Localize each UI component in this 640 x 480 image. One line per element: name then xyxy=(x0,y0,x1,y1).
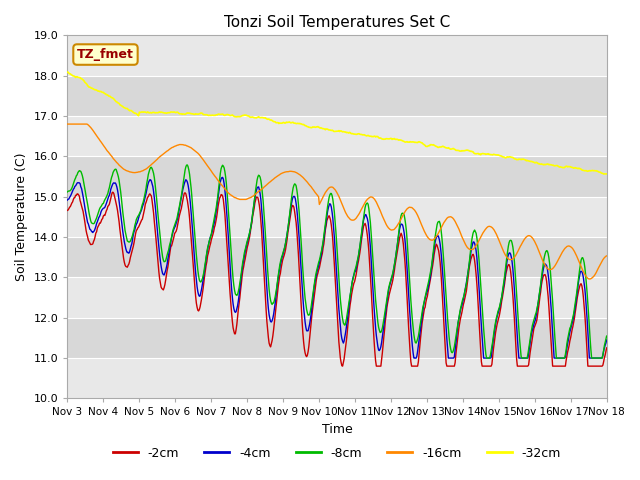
Bar xyxy=(67,197,607,237)
Title: Tonzi Soil Temperatures Set C: Tonzi Soil Temperatures Set C xyxy=(224,15,450,30)
Bar xyxy=(67,237,607,277)
X-axis label: Time: Time xyxy=(322,423,353,436)
Bar xyxy=(67,277,607,318)
Legend: -2cm, -4cm, -8cm, -16cm, -32cm: -2cm, -4cm, -8cm, -16cm, -32cm xyxy=(108,442,566,465)
Bar xyxy=(67,76,607,116)
Y-axis label: Soil Temperature (C): Soil Temperature (C) xyxy=(15,153,28,281)
Bar xyxy=(67,156,607,197)
Bar xyxy=(67,116,607,156)
Bar xyxy=(67,36,607,76)
Bar xyxy=(67,318,607,358)
Text: TZ_fmet: TZ_fmet xyxy=(77,48,134,61)
Bar xyxy=(67,358,607,398)
